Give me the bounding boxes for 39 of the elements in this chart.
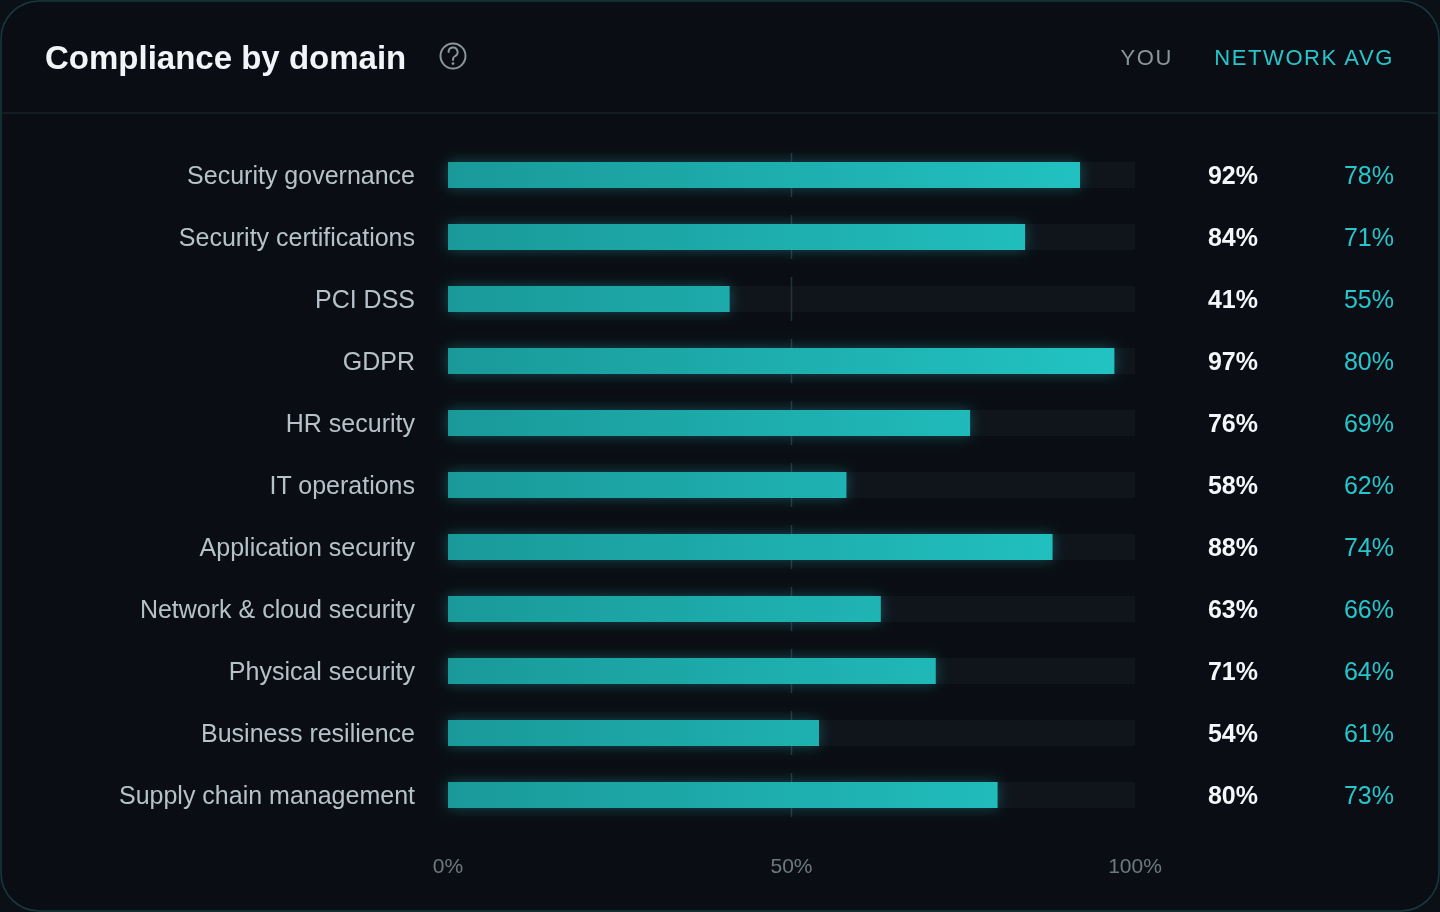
data-label: 41% bbox=[1207, 285, 1258, 313]
data-label: 64% bbox=[1343, 657, 1394, 685]
data-label: 62% bbox=[1343, 471, 1394, 499]
y-tick-label: Application security bbox=[199, 533, 416, 561]
text: YOU bbox=[1120, 44, 1173, 70]
data-label: 84% bbox=[1207, 223, 1258, 251]
y-tick-label: Supply chain management bbox=[118, 781, 416, 809]
x-tick-label: 50% bbox=[770, 853, 813, 877]
data-label: 80% bbox=[1207, 781, 1258, 809]
text: NETWORK AVG bbox=[1214, 44, 1394, 70]
data-label: 76% bbox=[1207, 409, 1258, 437]
data-label: 88% bbox=[1207, 533, 1258, 561]
x-tick-label: 100% bbox=[1108, 853, 1162, 877]
data-label: 74% bbox=[1343, 533, 1394, 561]
data-label: 71% bbox=[1207, 657, 1258, 685]
y-tick-label: HR security bbox=[285, 409, 416, 437]
data-label: 78% bbox=[1343, 161, 1394, 189]
y-tick-label: Security certifications bbox=[178, 223, 415, 251]
data-label: 97% bbox=[1207, 347, 1258, 375]
y-tick-label: PCI DSS bbox=[314, 285, 415, 313]
data-label: 63% bbox=[1207, 595, 1258, 623]
chart-title: Compliance by domain bbox=[45, 38, 407, 76]
x-tick-label: 0% bbox=[432, 853, 464, 877]
data-label: 54% bbox=[1207, 719, 1258, 747]
data-label: 69% bbox=[1343, 409, 1394, 437]
data-label: 92% bbox=[1207, 161, 1258, 189]
data-label: 80% bbox=[1343, 347, 1394, 375]
data-label: 58% bbox=[1207, 471, 1258, 499]
data-label: 71% bbox=[1343, 223, 1394, 251]
y-tick-label: IT operations bbox=[269, 471, 415, 499]
data-label: 73% bbox=[1343, 781, 1394, 809]
y-tick-label: Security governance bbox=[187, 161, 415, 189]
y-tick-label: Network & cloud security bbox=[139, 595, 416, 623]
data-label: 55% bbox=[1343, 285, 1394, 313]
y-tick-label: Business resilience bbox=[201, 719, 415, 747]
data-label: 61% bbox=[1343, 719, 1394, 747]
data-label: 66% bbox=[1343, 595, 1394, 623]
y-tick-label: Physical security bbox=[228, 657, 416, 685]
y-tick-label: GDPR bbox=[342, 347, 415, 375]
